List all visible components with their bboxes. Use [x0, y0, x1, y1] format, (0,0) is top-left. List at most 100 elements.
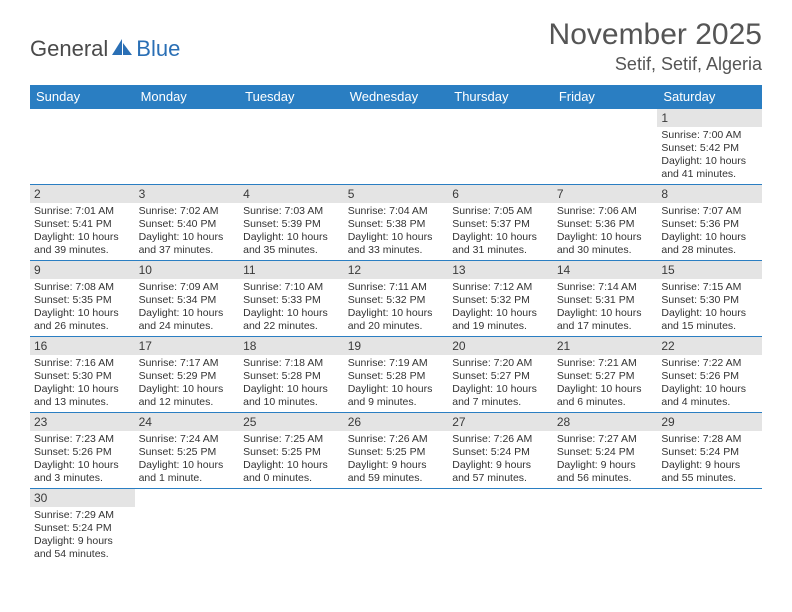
- day-number: 12: [344, 261, 449, 279]
- calendar-cell: 28Sunrise: 7:27 AMSunset: 5:24 PMDayligh…: [553, 413, 658, 489]
- header: General Blue November 2025 Setif, Setif,…: [30, 18, 762, 75]
- day-number: 17: [135, 337, 240, 355]
- day-number-blank: [135, 489, 240, 507]
- dayname-header: Tuesday: [239, 85, 344, 109]
- calendar-cell: 20Sunrise: 7:20 AMSunset: 5:27 PMDayligh…: [448, 337, 553, 413]
- day-detail: Sunrise: 7:07 AMSunset: 5:36 PMDaylight:…: [657, 203, 762, 260]
- calendar-cell: 25Sunrise: 7:25 AMSunset: 5:25 PMDayligh…: [239, 413, 344, 489]
- day-number: 2: [30, 185, 135, 203]
- calendar-cell: [553, 109, 658, 185]
- day-number: 27: [448, 413, 553, 431]
- calendar-cell: 19Sunrise: 7:19 AMSunset: 5:28 PMDayligh…: [344, 337, 449, 413]
- day-detail: Sunrise: 7:10 AMSunset: 5:33 PMDaylight:…: [239, 279, 344, 336]
- day-number: 18: [239, 337, 344, 355]
- month-title: November 2025: [549, 18, 762, 52]
- location: Setif, Setif, Algeria: [549, 54, 762, 75]
- day-number: 7: [553, 185, 658, 203]
- logo-sail-icon: [110, 37, 134, 62]
- calendar-week: 16Sunrise: 7:16 AMSunset: 5:30 PMDayligh…: [30, 337, 762, 413]
- day-detail: Sunrise: 7:01 AMSunset: 5:41 PMDaylight:…: [30, 203, 135, 260]
- calendar-cell: 22Sunrise: 7:22 AMSunset: 5:26 PMDayligh…: [657, 337, 762, 413]
- calendar-cell: 5Sunrise: 7:04 AMSunset: 5:38 PMDaylight…: [344, 185, 449, 261]
- dayname-header: Wednesday: [344, 85, 449, 109]
- day-detail: Sunrise: 7:04 AMSunset: 5:38 PMDaylight:…: [344, 203, 449, 260]
- calendar-week: 9Sunrise: 7:08 AMSunset: 5:35 PMDaylight…: [30, 261, 762, 337]
- day-number: 1: [657, 109, 762, 127]
- day-number: 22: [657, 337, 762, 355]
- day-number: 9: [30, 261, 135, 279]
- day-detail: Sunrise: 7:14 AMSunset: 5:31 PMDaylight:…: [553, 279, 658, 336]
- logo-text-blue: Blue: [136, 36, 180, 62]
- calendar-cell: 12Sunrise: 7:11 AMSunset: 5:32 PMDayligh…: [344, 261, 449, 337]
- logo-text-general: General: [30, 36, 108, 62]
- calendar-cell: 30Sunrise: 7:29 AMSunset: 5:24 PMDayligh…: [30, 489, 135, 565]
- day-number: 4: [239, 185, 344, 203]
- day-detail: Sunrise: 7:18 AMSunset: 5:28 PMDaylight:…: [239, 355, 344, 412]
- day-number: 8: [657, 185, 762, 203]
- day-number-blank: [448, 489, 553, 507]
- day-detail: Sunrise: 7:28 AMSunset: 5:24 PMDaylight:…: [657, 431, 762, 488]
- day-number: 3: [135, 185, 240, 203]
- day-detail: Sunrise: 7:26 AMSunset: 5:25 PMDaylight:…: [344, 431, 449, 488]
- calendar-cell: 18Sunrise: 7:18 AMSunset: 5:28 PMDayligh…: [239, 337, 344, 413]
- day-detail: Sunrise: 7:22 AMSunset: 5:26 PMDaylight:…: [657, 355, 762, 412]
- calendar-cell: 1Sunrise: 7:00 AMSunset: 5:42 PMDaylight…: [657, 109, 762, 185]
- calendar-cell: [448, 109, 553, 185]
- logo: General Blue: [30, 18, 180, 62]
- day-detail: Sunrise: 7:29 AMSunset: 5:24 PMDaylight:…: [30, 507, 135, 564]
- day-number-blank: [553, 109, 658, 127]
- calendar-cell: 8Sunrise: 7:07 AMSunset: 5:36 PMDaylight…: [657, 185, 762, 261]
- dayname-header: Monday: [135, 85, 240, 109]
- calendar-cell: [239, 109, 344, 185]
- day-number: 24: [135, 413, 240, 431]
- day-number: 19: [344, 337, 449, 355]
- day-number: 30: [30, 489, 135, 507]
- day-number: 6: [448, 185, 553, 203]
- calendar-cell: [30, 109, 135, 185]
- calendar-cell: 6Sunrise: 7:05 AMSunset: 5:37 PMDaylight…: [448, 185, 553, 261]
- calendar-cell: [657, 489, 762, 565]
- day-detail: Sunrise: 7:05 AMSunset: 5:37 PMDaylight:…: [448, 203, 553, 260]
- day-detail: Sunrise: 7:17 AMSunset: 5:29 PMDaylight:…: [135, 355, 240, 412]
- day-number-blank: [30, 109, 135, 127]
- day-detail: Sunrise: 7:09 AMSunset: 5:34 PMDaylight:…: [135, 279, 240, 336]
- day-detail: Sunrise: 7:02 AMSunset: 5:40 PMDaylight:…: [135, 203, 240, 260]
- day-number: 10: [135, 261, 240, 279]
- day-number: 21: [553, 337, 658, 355]
- calendar-cell: 9Sunrise: 7:08 AMSunset: 5:35 PMDaylight…: [30, 261, 135, 337]
- dayname-header: Friday: [553, 85, 658, 109]
- day-number-blank: [239, 489, 344, 507]
- day-detail: Sunrise: 7:06 AMSunset: 5:36 PMDaylight:…: [553, 203, 658, 260]
- calendar-cell: 26Sunrise: 7:26 AMSunset: 5:25 PMDayligh…: [344, 413, 449, 489]
- calendar-cell: [553, 489, 658, 565]
- dayname-header: Thursday: [448, 85, 553, 109]
- day-number: 26: [344, 413, 449, 431]
- calendar-cell: 4Sunrise: 7:03 AMSunset: 5:39 PMDaylight…: [239, 185, 344, 261]
- day-detail: Sunrise: 7:00 AMSunset: 5:42 PMDaylight:…: [657, 127, 762, 184]
- day-number: 13: [448, 261, 553, 279]
- day-number: 29: [657, 413, 762, 431]
- calendar-cell: 13Sunrise: 7:12 AMSunset: 5:32 PMDayligh…: [448, 261, 553, 337]
- calendar-cell: [448, 489, 553, 565]
- day-detail: Sunrise: 7:27 AMSunset: 5:24 PMDaylight:…: [553, 431, 658, 488]
- day-number: 11: [239, 261, 344, 279]
- day-detail: Sunrise: 7:12 AMSunset: 5:32 PMDaylight:…: [448, 279, 553, 336]
- dayname-header: Saturday: [657, 85, 762, 109]
- calendar-table: SundayMondayTuesdayWednesdayThursdayFrid…: [30, 85, 762, 565]
- calendar-cell: 21Sunrise: 7:21 AMSunset: 5:27 PMDayligh…: [553, 337, 658, 413]
- calendar-cell: [344, 109, 449, 185]
- calendar-cell: 15Sunrise: 7:15 AMSunset: 5:30 PMDayligh…: [657, 261, 762, 337]
- calendar-cell: [135, 109, 240, 185]
- day-number: 23: [30, 413, 135, 431]
- calendar-cell: 3Sunrise: 7:02 AMSunset: 5:40 PMDaylight…: [135, 185, 240, 261]
- day-number: 28: [553, 413, 658, 431]
- calendar-cell: 7Sunrise: 7:06 AMSunset: 5:36 PMDaylight…: [553, 185, 658, 261]
- calendar-week: 2Sunrise: 7:01 AMSunset: 5:41 PMDaylight…: [30, 185, 762, 261]
- day-number: 14: [553, 261, 658, 279]
- day-number-blank: [344, 489, 449, 507]
- day-detail: Sunrise: 7:03 AMSunset: 5:39 PMDaylight:…: [239, 203, 344, 260]
- calendar-cell: 11Sunrise: 7:10 AMSunset: 5:33 PMDayligh…: [239, 261, 344, 337]
- calendar-cell: [135, 489, 240, 565]
- calendar-week: 23Sunrise: 7:23 AMSunset: 5:26 PMDayligh…: [30, 413, 762, 489]
- calendar-cell: 27Sunrise: 7:26 AMSunset: 5:24 PMDayligh…: [448, 413, 553, 489]
